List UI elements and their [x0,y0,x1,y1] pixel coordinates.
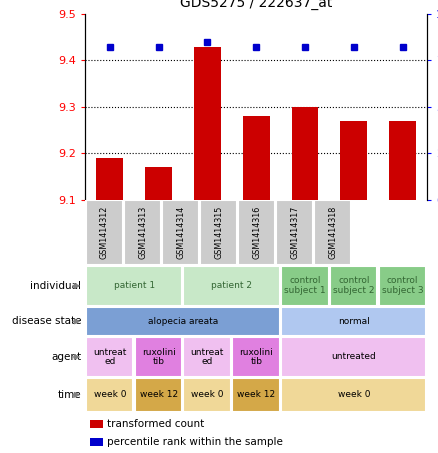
Bar [389,121,416,200]
Text: GSM1414314: GSM1414314 [176,206,185,259]
Bar [330,266,378,306]
Bar [86,307,280,336]
Text: untreated: untreated [332,352,376,361]
Bar [184,337,231,377]
Bar [276,200,313,265]
Bar [232,337,280,377]
Text: GSM1414315: GSM1414315 [214,206,223,259]
Text: control
subject 1: control subject 1 [284,276,326,295]
Bar [96,158,123,200]
Bar [281,378,426,412]
Text: GSM1414313: GSM1414313 [138,206,147,259]
Text: transformed count: transformed count [107,419,205,429]
Text: week 0: week 0 [338,390,370,399]
Text: patient 2: patient 2 [211,281,252,290]
Text: normal: normal [338,317,370,326]
Text: time: time [57,390,81,400]
Bar [145,167,172,200]
Text: individual: individual [30,281,81,291]
Text: untreat
ed: untreat ed [191,347,224,366]
Text: agent: agent [51,352,81,362]
Bar [243,116,270,200]
Text: disease state: disease state [11,316,81,327]
Bar [184,266,280,306]
Text: untreat
ed: untreat ed [93,347,127,366]
Text: percentile rank within the sample: percentile rank within the sample [107,437,283,447]
Bar [86,266,182,306]
Text: patient 1: patient 1 [113,281,155,290]
Text: control
subject 2: control subject 2 [333,276,374,295]
Bar [292,107,318,200]
Bar [379,266,426,306]
Text: GSM1414317: GSM1414317 [290,206,299,259]
Text: GSM1414318: GSM1414318 [328,206,337,259]
Bar [134,378,182,412]
Bar [86,378,133,412]
Text: week 12: week 12 [140,390,178,399]
Bar [340,121,367,200]
Bar [86,337,133,377]
Bar [281,307,426,336]
Bar [238,200,275,265]
Text: GSM1414316: GSM1414316 [252,206,261,259]
Bar [90,439,103,446]
Text: GSM1414312: GSM1414312 [100,206,109,259]
Bar [86,200,123,265]
Bar [124,200,161,265]
Text: week 0: week 0 [94,390,126,399]
Bar [162,200,199,265]
Bar [314,200,351,265]
Text: week 0: week 0 [191,390,224,399]
Bar [281,266,328,306]
Text: week 12: week 12 [237,390,276,399]
Title: GDS5275 / 222637_at: GDS5275 / 222637_at [180,0,332,10]
Text: ruxolini
tib: ruxolini tib [239,347,273,366]
Bar [184,378,231,412]
Text: ruxolini
tib: ruxolini tib [142,347,176,366]
Bar [200,200,237,265]
Bar [90,420,103,428]
Bar [232,378,280,412]
Text: control
subject 3: control subject 3 [382,276,424,295]
Bar [281,337,426,377]
Bar [134,337,182,377]
Text: alopecia areata: alopecia areata [148,317,218,326]
Bar [194,47,221,200]
